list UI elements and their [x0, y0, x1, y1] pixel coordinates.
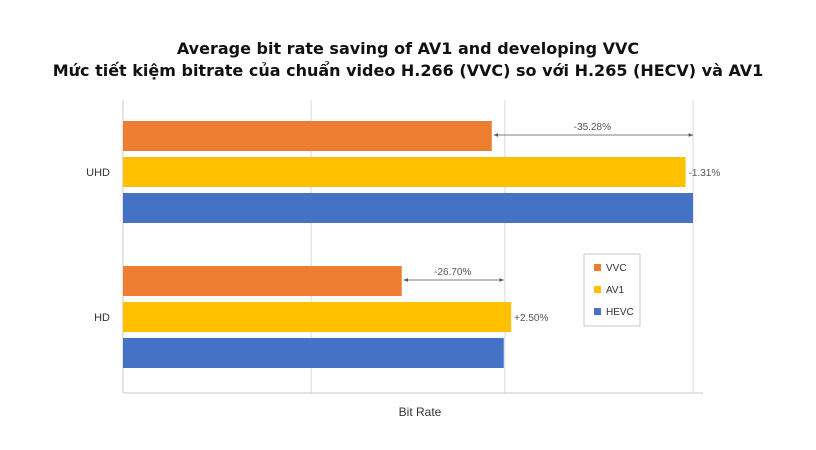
category-label-hd: HD [94, 312, 110, 324]
chart-title-line-2: Mức tiết kiệm bitrate của chuẩn video H.… [52, 61, 764, 80]
legend-swatch-vvc [594, 264, 601, 271]
chart-title-line-1: Average bit rate saving of AV1 and devel… [176, 39, 640, 58]
bar-av1-hd [123, 302, 512, 332]
legend-label-vvc: VVC [606, 263, 627, 274]
bar-av1-uhd [123, 157, 686, 187]
legend-swatch-av1 [594, 286, 601, 293]
legend-box [583, 253, 641, 327]
bar-hevc-hd [123, 338, 504, 368]
annotation-label-2: -1.31% [689, 168, 721, 179]
category-label-uhd: UHD [86, 167, 110, 179]
legend-label-av1: AV1 [606, 285, 625, 296]
annotation-label-3: -26.70% [434, 267, 471, 278]
bar-vvc-hd [123, 266, 402, 296]
bar-hevc-uhd [123, 193, 693, 223]
chart-title: Average bit rate saving of AV1 and devel… [0, 38, 816, 82]
legend-swatch-hevc [594, 308, 601, 315]
annotation-label-1: -35.28% [574, 122, 611, 133]
annotation-label-4: +2.50% [514, 313, 548, 324]
x-axis-label: Bit Rate [399, 405, 442, 419]
bar-vvc-uhd [123, 121, 492, 151]
legend-label-hevc: HEVC [606, 307, 634, 318]
